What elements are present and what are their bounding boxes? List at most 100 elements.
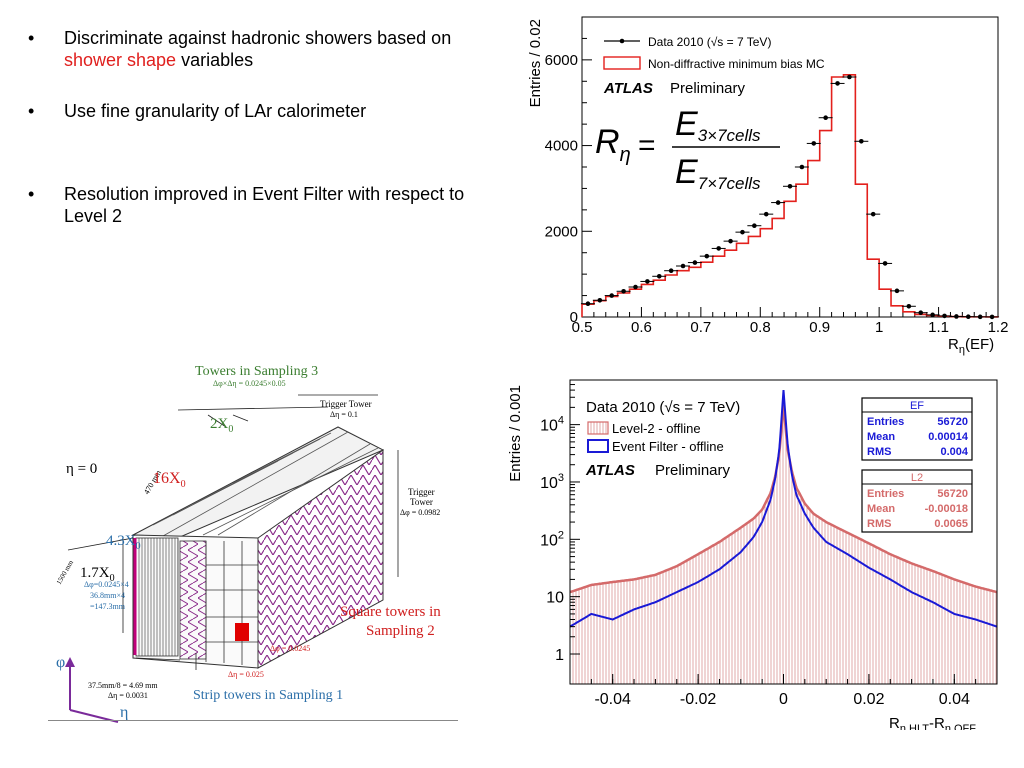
data-point <box>823 115 828 121</box>
data-point <box>859 138 864 144</box>
legend-ef-label: Event Filter - offline <box>612 439 724 454</box>
y-tick-label: 6000 <box>545 52 578 69</box>
trigger-tower-side-label-1: Trigger <box>408 487 435 497</box>
data-point <box>918 310 924 316</box>
formula-denominator: E7×7cells <box>675 153 761 193</box>
x-tick-label: 1.1 <box>928 319 949 336</box>
x0-2-sub: 0 <box>228 424 233 435</box>
y-tick-label: 104 <box>540 415 564 435</box>
data-point <box>609 293 615 298</box>
legend-l2-label: Level-2 - offline <box>612 421 701 436</box>
data-point <box>752 223 757 229</box>
towers-s3-label: Towers in Sampling 3 <box>195 364 318 379</box>
x0-17-sub: 0 <box>110 573 115 584</box>
x-tick-label: 0.8 <box>750 319 771 336</box>
data-point <box>585 301 591 307</box>
eta-axis-label: η <box>120 704 128 721</box>
legend-mc-swatch <box>603 56 641 70</box>
x-tick-label: 0 <box>779 691 788 708</box>
x-axis-label: Rη,HLT-Rη,OFF <box>889 715 976 730</box>
stats-row-value: 56720 <box>937 416 968 428</box>
legend-mc-label: Non-diffractive minimum bias MC <box>648 57 825 71</box>
data-point <box>894 288 900 294</box>
stats-row-value: 0.004 <box>940 446 968 458</box>
trigger-tower-top-label: Trigger Tower <box>320 399 372 409</box>
stats-box <box>861 469 973 533</box>
x0-16-label: 16X0 <box>153 470 186 490</box>
stats-box-title: EF <box>910 400 924 412</box>
y-axis-label: Entries / 0.001 <box>507 385 524 482</box>
x-tick-label: 0.6 <box>631 319 652 336</box>
ef-series <box>569 390 998 628</box>
stats-row-label: RMS <box>867 446 891 458</box>
data-point <box>668 268 674 274</box>
legend-l2-swatch <box>587 421 609 435</box>
data-point <box>965 314 971 320</box>
x0-43-sub: 0 <box>136 541 141 552</box>
x-tick-label: 0.9 <box>809 319 830 336</box>
strip-section <box>135 537 179 657</box>
phi-axis-arrow-icon <box>65 657 75 667</box>
x-tick-label: 0.5 <box>572 319 593 336</box>
y-tick-label: 10 <box>546 590 564 607</box>
atlas-label: ATLAS <box>585 462 635 479</box>
data-point <box>597 297 603 303</box>
len-1500-label: 1500 mm <box>55 558 76 586</box>
bullet-dot-icon: • <box>28 184 35 204</box>
x0-2-label: 2X0 <box>210 416 233 435</box>
bullet-dot-icon: • <box>28 28 35 48</box>
stats-row-label: RMS <box>867 518 891 530</box>
x-axis-label: Rη(EF) <box>948 336 994 356</box>
data-point <box>811 141 817 146</box>
square-towers-label-2: Sampling 2 <box>366 623 435 639</box>
data-point <box>882 261 888 266</box>
stats-row-value: 0.00014 <box>928 431 969 443</box>
stats-row-label: Mean <box>867 431 895 443</box>
data-point <box>621 288 626 294</box>
data-point <box>989 314 995 320</box>
data-point <box>977 314 983 320</box>
bullet-dot-icon: • <box>28 101 35 121</box>
bullet-highlight: shower shape <box>64 50 177 70</box>
atlas-label: ATLAS <box>603 80 653 97</box>
x-tick-label: 0.02 <box>853 691 884 708</box>
square-towers-label-1: Square towers in <box>340 604 441 620</box>
data-point <box>633 284 638 290</box>
preliminary-label: Preliminary <box>655 462 731 479</box>
legend-data-marker <box>619 38 625 44</box>
mc-histogram-series <box>581 74 999 318</box>
towers-s3-sublabel: Δφ×Δη = 0.0245×0.05 <box>213 379 286 388</box>
dphi-s2-label: Δφ = 0.0245 <box>270 644 310 653</box>
chart-title: Data 2010 (√s = 7 TeV) <box>586 399 740 416</box>
data-point <box>704 253 710 259</box>
dphi-s1-label-2: 36.8mm×4 <box>90 591 125 600</box>
eta-zero-label: η = 0 <box>66 461 97 477</box>
bullet-text-part: Discriminate against hadronic showers ba… <box>64 28 452 48</box>
chart-r-eta: 0.5 0.6 0.7 0.8 0.9 1 1.1 1.2 0 2000 4000 6000Entri… <box>527 16 1008 356</box>
dphi-s1-label-1: Δφ=0.0245×4 <box>84 580 129 589</box>
stats-row-label: Entries <box>867 416 904 428</box>
data-point <box>787 183 793 189</box>
data-point <box>763 211 769 217</box>
data-point <box>728 238 733 244</box>
phi-axis-label: φ <box>56 654 65 671</box>
deta-s2-label: Δη = 0.025 <box>228 670 264 679</box>
data-point <box>799 164 805 170</box>
x-tick-label: 1 <box>875 319 883 336</box>
chart-resolution: -0.04 -0.02 0 0.02 0.04 1 10 102 103 104 Entries /… <box>507 379 998 730</box>
stats-row-value: 56720 <box>937 488 968 500</box>
y-axis-label: Entries / 0.02 <box>527 19 544 107</box>
data-point <box>645 279 650 284</box>
stats-row-value: -0.00018 <box>925 503 968 515</box>
bullet-text-part: variables <box>176 50 254 70</box>
data-point <box>942 313 947 319</box>
preliminary-label: Preliminary <box>670 80 746 97</box>
x-tick-label: -0.04 <box>594 691 631 708</box>
trigger-tower-top-sublabel: Δη = 0.1 <box>330 410 358 419</box>
data-point <box>954 314 959 319</box>
x-tick-label: -0.02 <box>680 691 717 708</box>
x0-2-main: 2X <box>210 416 229 432</box>
y-tick-label: 103 <box>540 472 564 492</box>
legend-ef-swatch <box>587 439 609 453</box>
x0-43-label: 4.3X0 <box>106 533 141 552</box>
